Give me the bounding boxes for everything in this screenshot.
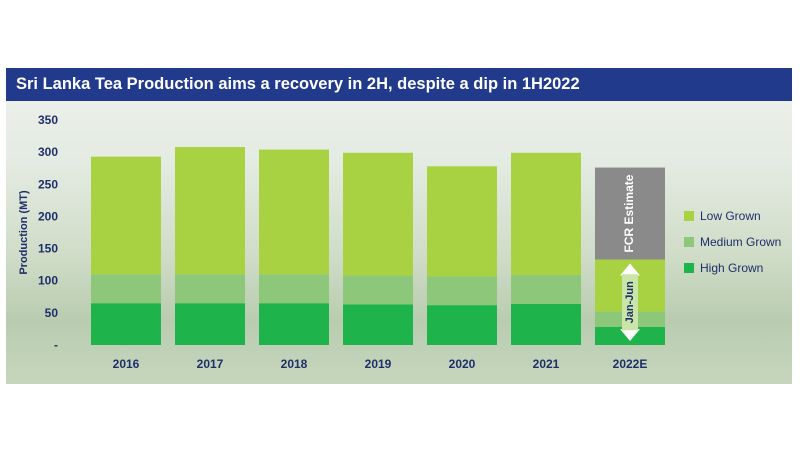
bar-high-grown-2018 [259,303,329,345]
bar-high-grown-2021 [511,303,581,345]
y-tick-label: 150 [38,242,58,256]
legend: Low Grown Medium Grown High Grown [684,209,781,275]
y-axis-ticks: 350 300 250 200 150 100 50 - [38,113,58,352]
x-tick-label: 2022E [613,357,648,371]
bar-high-grown-2019 [343,304,413,345]
bar-low-grown-2016 [91,156,161,275]
y-tick-label: 100 [38,274,58,288]
bar-medium-grown-2020 [427,276,497,306]
x-axis-ticks: 2016 2017 2018 2019 2020 2021 2022E [113,357,648,371]
y-tick-label: - [54,338,58,352]
arrow-down-icon [620,329,640,341]
y-tick-label: 50 [45,306,59,320]
y-axis-label: Production (MT) [18,190,30,275]
bar-medium-grown-2018 [259,274,329,304]
bar-medium-grown-2021 [511,274,581,304]
bar-low-grown-2021 [511,152,581,275]
legend-label: High Grown [700,261,763,275]
arrow-up-icon [620,263,640,276]
legend-label: Low Grown [700,209,761,223]
bar-high-grown-2016 [91,303,161,345]
x-tick-label: 2018 [281,357,308,371]
bars: FCR Estimate Jan-Jun [91,147,665,345]
bar-low-grown-2018 [259,149,329,275]
x-tick-label: 2020 [449,357,476,371]
bar-medium-grown-2016 [91,274,161,304]
bar-low-grown-2017 [175,147,245,275]
y-tick-label: 200 [38,209,58,223]
legend-swatch [684,237,694,247]
x-tick-label: 2016 [113,357,140,371]
legend-swatch [684,263,694,273]
bar-high-grown-2020 [427,305,497,345]
bar-low-grown-2020 [427,166,497,277]
chart-frame: Sri Lanka Tea Production aims a recovery… [6,68,792,384]
bar-fcr-estimate-2022e [595,167,665,260]
bar-medium-grown-2017 [175,274,245,304]
y-tick-label: 250 [38,177,58,191]
bar-high-grown-2017 [175,303,245,345]
chart-title: Sri Lanka Tea Production aims a recovery… [16,75,580,93]
x-tick-label: 2017 [197,357,224,371]
fcr-estimate-label: FCR Estimate [622,174,636,252]
jan-jun-label-bg [622,274,638,331]
y-tick-label: 350 [38,113,58,127]
legend-swatch [684,211,694,221]
bar-low-grown-2019 [343,152,413,276]
jan-jun-label: Jan-Jun [624,281,636,323]
y-tick-label: 300 [38,145,58,159]
legend-label: Medium Grown [700,235,781,249]
chart-title-bar: Sri Lanka Tea Production aims a recovery… [6,68,792,101]
bar-chart: 350 300 250 200 150 100 50 - Production (MT) FC… [18,113,781,371]
x-tick-label: 2021 [533,357,560,371]
bar-medium-grown-2019 [343,275,413,305]
x-tick-label: 2019 [365,357,392,371]
